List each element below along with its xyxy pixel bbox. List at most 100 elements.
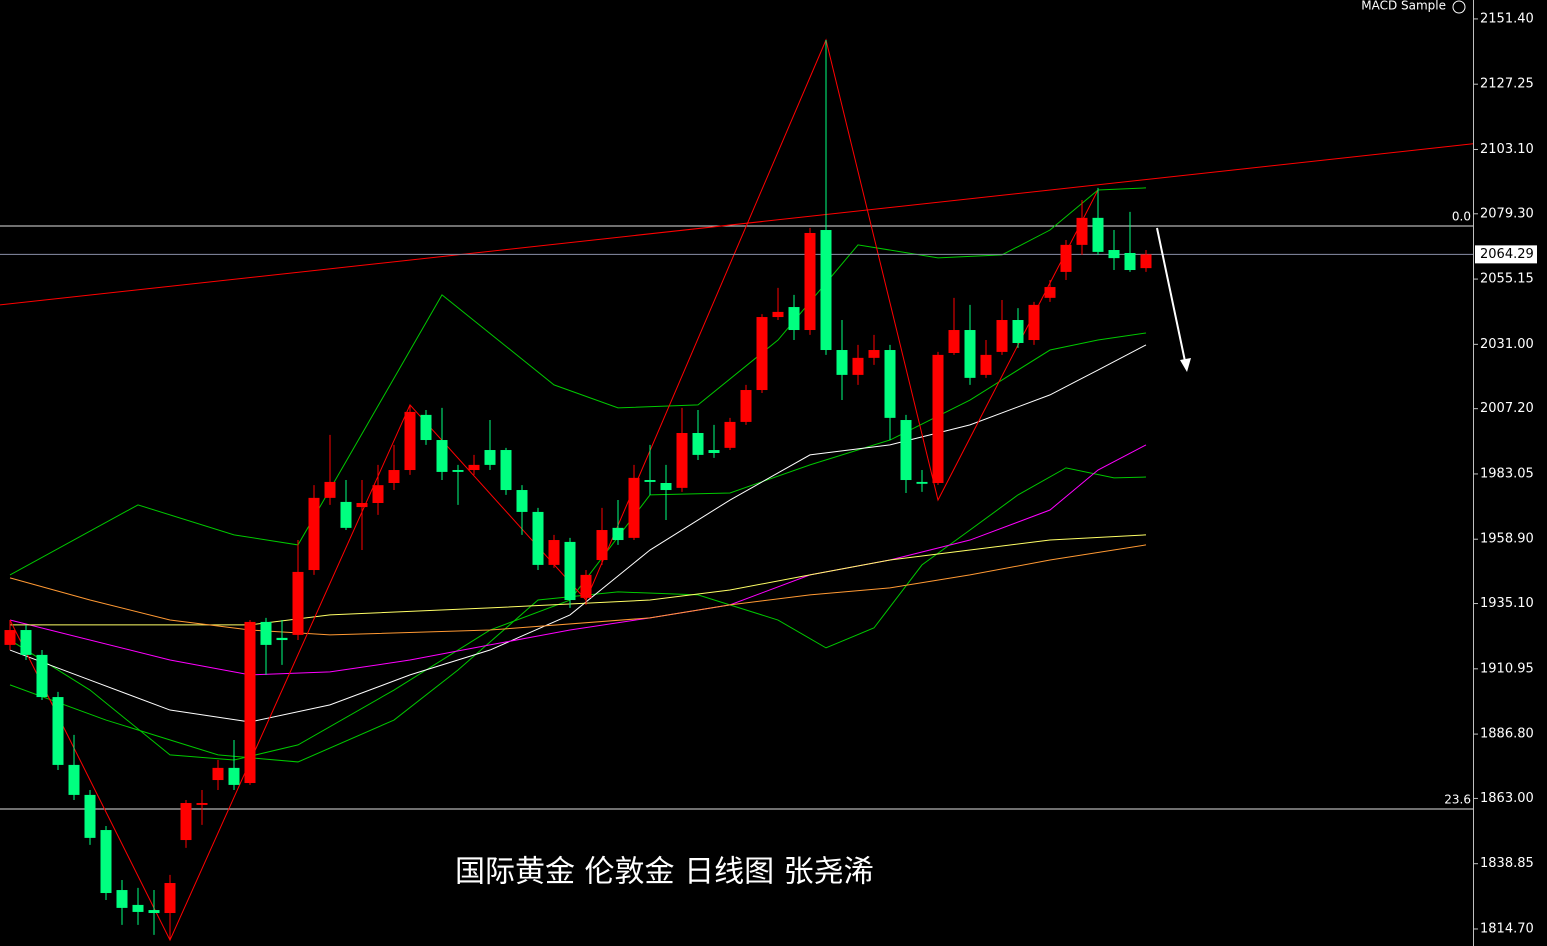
y-tick-label: 2007.20 [1480,401,1534,416]
candle-body [660,483,672,491]
candle-body [964,330,976,378]
candle-body [1076,217,1088,245]
y-tick-label: 1863.00 [1480,791,1534,806]
candle-body [308,497,320,571]
candle-body [1044,287,1056,298]
candle-body [148,910,160,914]
price-box [1475,245,1537,264]
candle-body [596,530,608,561]
candle-body [724,421,736,448]
y-tick-label: 1838.85 [1480,856,1534,871]
candle-body [212,767,224,781]
indicator-line [9,187,1147,576]
candle-body [196,803,208,805]
y-tick-label: 1983.05 [1480,466,1534,481]
candle-body [1124,252,1136,271]
candle-body [132,904,144,912]
candle-body [1092,217,1104,252]
y-tick-label: 2127.25 [1480,77,1534,92]
indicator-line [9,344,1147,723]
candle-body [1108,250,1120,259]
candle-body [324,481,336,498]
indicator-label: MACD Sample [1361,0,1446,13]
candle-body [932,354,944,484]
candle-body [180,803,192,841]
candle-body [484,450,496,465]
chart-title: 国际黄金 伦敦金 日线图 张尧浠 [455,855,874,890]
candle-body [452,470,464,472]
y-tick-label: 2031.00 [1480,337,1534,352]
fib-label: 23.6 [1444,792,1471,806]
indicator-line [9,544,1147,636]
candle-body [20,630,32,655]
y-tick-label: 1910.95 [1480,661,1534,676]
candle-body [980,354,992,375]
indicator-icon [1452,0,1466,14]
candle-body [868,350,880,358]
candle-body [260,621,272,645]
y-tick-label: 2079.30 [1480,206,1534,221]
candle-body [788,307,800,331]
candle-body [340,501,352,528]
candle-body [996,320,1008,352]
candle-body [84,794,96,838]
arrow-head [1180,358,1191,372]
candle-body [436,440,448,472]
y-tick-label: 1814.70 [1480,921,1534,936]
candle-body [852,357,864,375]
indicator-line [9,332,1147,761]
candle-body [276,637,288,641]
candle-body [516,490,528,512]
price-label: 2064.29 [1480,247,1534,262]
candle-body [548,540,560,565]
candle-body [356,503,368,508]
y-tick-label: 2103.10 [1480,142,1534,157]
candle-body [772,311,784,318]
y-tick-label: 1958.90 [1480,532,1534,547]
trendline [0,143,1474,306]
y-tick-label: 2055.15 [1480,272,1534,287]
candle-body [756,317,768,391]
candle-body [612,527,624,541]
candle-body [708,450,720,453]
candle-body [836,350,848,375]
candle-body [292,571,304,635]
candle-body [404,411,416,471]
candle-body [692,432,704,455]
candle-body [36,654,48,698]
candle-body [820,230,832,351]
y-tick-label: 1935.10 [1480,596,1534,611]
candle-body [164,883,176,914]
candle-body [52,697,64,765]
candle-body [4,630,16,645]
arrow [1156,227,1187,367]
candle-body [388,470,400,484]
candle-body [68,764,80,795]
candle-body [500,450,512,491]
candle-body [1012,320,1024,343]
candle-body [1028,304,1040,341]
candle-body [1140,254,1152,269]
candle-body [1060,244,1072,272]
y-tick-label: 1886.80 [1480,727,1534,742]
candle-body [372,485,384,504]
candle-body [564,541,576,601]
candle-body [580,574,592,598]
y-tick-label: 2151.40 [1480,11,1534,26]
candle-body [900,420,912,481]
candle-body [884,350,896,418]
candle-body [916,481,928,484]
candle-body [116,890,128,908]
plot: 0.0 23.6 [0,38,1474,942]
candle-body [740,390,752,422]
candle-body [532,511,544,565]
candle-body [468,464,480,471]
candle-body [644,480,656,482]
candle-body [948,330,960,353]
candle-body [244,621,256,784]
candle-body [228,767,240,785]
candle-body [628,477,640,538]
